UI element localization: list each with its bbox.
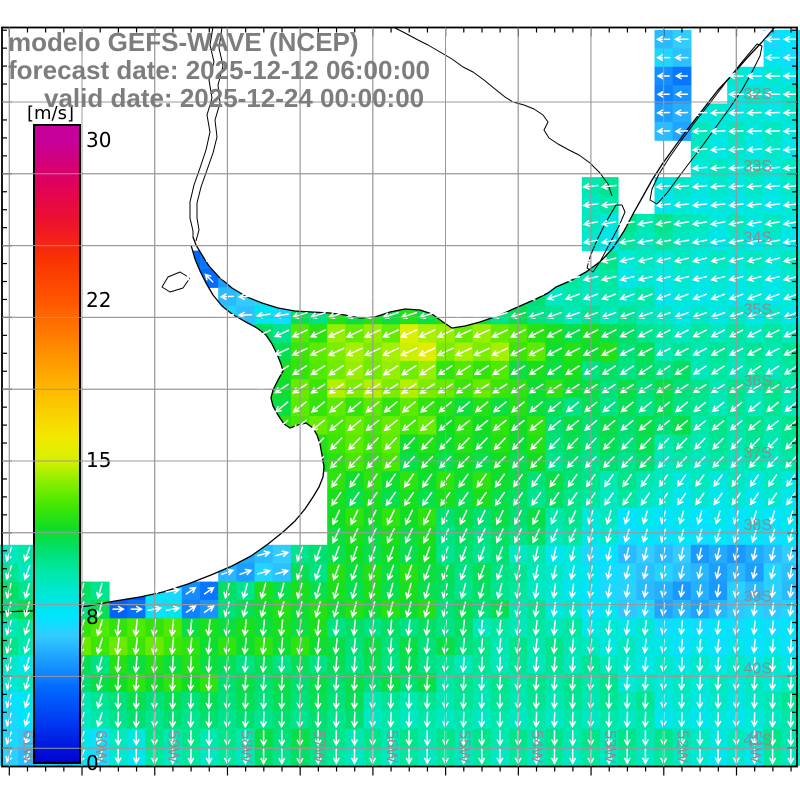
- colorbar-unit-label: [m/s]: [27, 103, 74, 124]
- lat-label-35S: 35S: [744, 301, 772, 318]
- colorbar-tick-30: 30: [86, 128, 111, 152]
- lon-label-52W: 52W: [674, 730, 691, 764]
- lat-label-40S: 40S: [744, 660, 772, 677]
- lon-label-58W: 58W: [237, 730, 254, 764]
- lat-label-36S: 36S: [744, 373, 772, 390]
- lon-label-51W: 51W: [746, 730, 763, 764]
- lat-label-39S: 39S: [744, 589, 772, 606]
- colorbar-tick-8: 8: [86, 605, 99, 629]
- axis-labels-layer: 32S 33S 34S 35S 36S 37S 38S 39S 40S 41S 61W 60W 59W 5…: [19, 86, 772, 764]
- lon-label-57W: 57W: [310, 730, 327, 764]
- lon-label-54W: 54W: [528, 730, 545, 764]
- lat-label-38S: 38S: [744, 517, 772, 534]
- lon-label-61W: 61W: [19, 730, 36, 764]
- lon-label-56W: 56W: [383, 730, 400, 764]
- lat-label-34S: 34S: [744, 230, 772, 247]
- colorbar: [m/s] 30 22 15 8 0: [27, 103, 111, 775]
- lon-label-60W: 60W: [92, 730, 109, 764]
- lon-label-53W: 53W: [601, 730, 618, 764]
- lon-label-55W: 55W: [456, 730, 473, 764]
- lat-label-32S: 32S: [744, 86, 772, 103]
- lat-label-33S: 33S: [744, 158, 772, 175]
- lat-label-41S: 41S: [744, 732, 772, 749]
- colorbar-tick-0: 0: [86, 751, 99, 775]
- coastline-layer: [0, 26, 776, 613]
- lat-label-37S: 37S: [744, 445, 772, 462]
- colorbar-tick-22: 22: [86, 288, 111, 312]
- colorbar-tick-15: 15: [86, 448, 111, 472]
- colorbar-gradient: [33, 124, 81, 764]
- lon-label-59W: 59W: [165, 730, 182, 764]
